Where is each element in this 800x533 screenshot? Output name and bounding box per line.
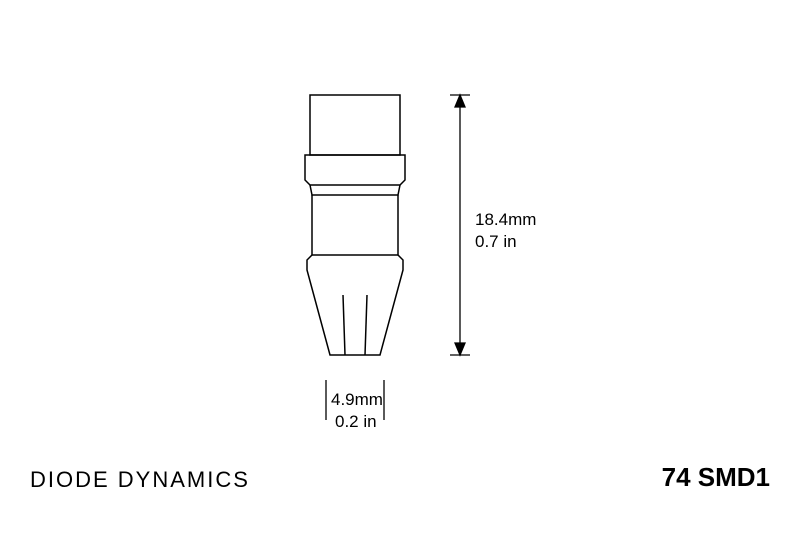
product-label: 74 SMD1 [662, 462, 770, 493]
diagram-container: 18.4mm 0.7 in 4.9mm 0.2 in DIODE DYNAMIC… [0, 0, 800, 533]
height-dimension-in: 0.7 in [475, 232, 517, 252]
width-dimension-mm: 4.9mm [331, 390, 383, 410]
brand-label: DIODE DYNAMICS [30, 467, 250, 493]
bulb-drawing [0, 0, 800, 533]
height-dimension-mm: 18.4mm [475, 210, 536, 230]
width-dimension-in: 0.2 in [335, 412, 377, 432]
